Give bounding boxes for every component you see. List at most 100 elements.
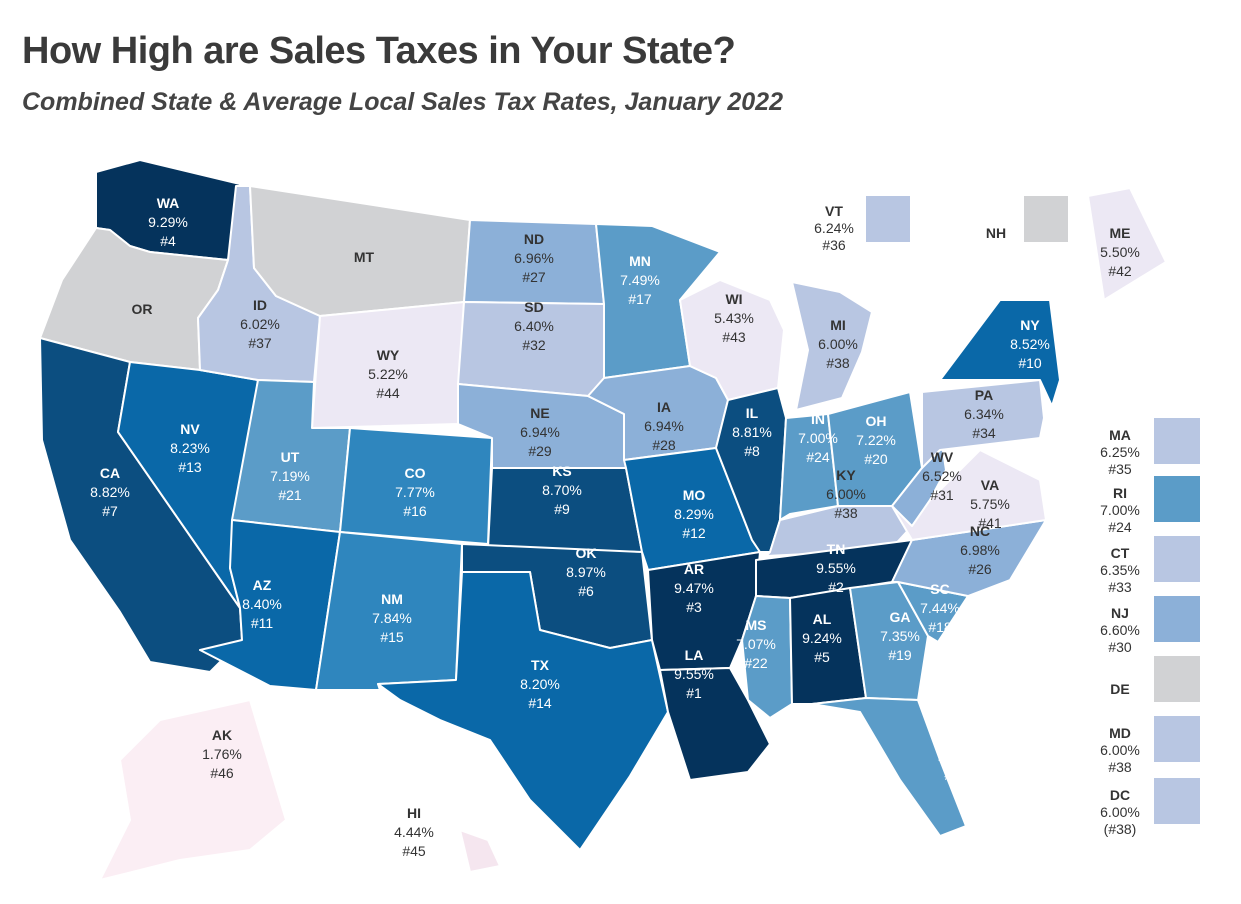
state-mi	[791, 281, 873, 411]
state-rank-ms: #22	[744, 655, 768, 671]
box-label-ct: CT	[1111, 545, 1130, 561]
state-label-la: LA	[685, 647, 704, 663]
legend-box-md	[1154, 716, 1200, 762]
state-label-wv: WV	[931, 449, 954, 465]
state-ky	[765, 505, 913, 557]
state-rate-ks: 8.70%	[542, 482, 582, 498]
state-label-tx: TX	[531, 657, 550, 673]
state-rank-ak: #46	[210, 765, 234, 781]
state-rate-ny: 8.52%	[1010, 336, 1050, 352]
state-rank-nd: #27	[522, 269, 546, 285]
state-rank-sc: #18	[928, 619, 952, 635]
state-fl	[811, 697, 967, 837]
state-rate-ia: 6.94%	[644, 418, 684, 434]
state-rate-ak: 1.76%	[202, 746, 242, 762]
state-rate-fl: 7.01%	[936, 748, 976, 764]
box-rank-vt: #36	[822, 237, 846, 253]
state-rank-ga: #19	[888, 647, 912, 663]
box-rank-ct: #33	[1108, 579, 1132, 595]
state-rank-wi: #43	[722, 329, 746, 345]
state-label-sc: SC	[930, 581, 949, 597]
state-me	[1087, 187, 1167, 301]
state-rate-ca: 8.82%	[90, 484, 130, 500]
state-rate-ga: 7.35%	[880, 628, 920, 644]
state-label-ak: AK	[212, 727, 232, 743]
state-rank-oh: #20	[864, 451, 888, 467]
state-rate-ut: 7.19%	[270, 468, 310, 484]
state-label-ny: NY	[1020, 317, 1040, 333]
state-label-nv: NV	[180, 421, 200, 437]
state-rank-la: #1	[686, 685, 702, 701]
page-title: How High are Sales Taxes in Your State?	[22, 30, 736, 72]
state-in	[779, 413, 839, 521]
legend-box-nh	[1024, 196, 1068, 242]
state-label-fl: FL	[947, 729, 965, 745]
state-rank-id: #37	[248, 335, 272, 351]
state-rank-ar: #3	[686, 599, 702, 615]
state-rate-ne: 6.94%	[520, 424, 560, 440]
state-label-id: ID	[253, 297, 267, 313]
state-label-az: AZ	[253, 577, 272, 593]
state-rank-ok: #6	[578, 583, 594, 599]
state-hi	[459, 829, 501, 873]
state-rank-nc: #26	[968, 561, 992, 577]
legend-box-de	[1154, 656, 1200, 702]
box-label-ri: RI	[1113, 485, 1127, 501]
state-rate-co: 7.77%	[395, 484, 435, 500]
state-label-oh: OH	[866, 413, 887, 429]
state-label-me: ME	[1110, 225, 1131, 241]
state-rate-va: 5.75%	[970, 496, 1010, 512]
state-ga	[849, 581, 929, 701]
state-label-ga: GA	[890, 609, 911, 625]
state-rate-mn: 7.49%	[620, 272, 660, 288]
state-label-pa: PA	[975, 387, 993, 403]
state-label-nm: NM	[381, 591, 403, 607]
state-rank-hi: #45	[402, 843, 426, 859]
state-rank-wv: #31	[930, 487, 954, 503]
state-label-ok: OK	[576, 545, 597, 561]
box-rate-ma: 6.25%	[1100, 444, 1140, 460]
state-label-wy: WY	[377, 347, 400, 363]
box-rank-ri: #24	[1108, 519, 1132, 535]
state-rate-ar: 9.47%	[674, 580, 714, 596]
state-rank-il: #8	[744, 443, 760, 459]
state-rank-sd: #32	[522, 337, 546, 353]
state-rate-nv: 8.23%	[170, 440, 210, 456]
state-label-ks: KS	[552, 463, 571, 479]
state-rank-co: #16	[403, 503, 427, 519]
box-label-vt: VT	[825, 203, 843, 219]
state-rate-tx: 8.20%	[520, 676, 560, 692]
state-rank-tn: #2	[828, 579, 844, 595]
state-rank-ca: #7	[102, 503, 118, 519]
state-rank-ia: #28	[652, 437, 676, 453]
state-rank-tx: #14	[528, 695, 552, 711]
state-rank-nm: #15	[380, 629, 404, 645]
state-rank-pa: #34	[972, 425, 996, 441]
state-rate-wa: 9.29%	[148, 214, 188, 230]
state-rate-ok: 8.97%	[566, 564, 606, 580]
state-la	[659, 667, 771, 781]
state-tx	[377, 571, 669, 851]
box-rank-dc: (#38)	[1104, 821, 1137, 837]
state-label-wi: WI	[725, 291, 742, 307]
state-rate-sc: 7.44%	[920, 600, 960, 616]
state-rank-me: #42	[1108, 263, 1132, 279]
box-rate-vt: 6.24%	[814, 220, 854, 236]
state-rank-nv: #13	[178, 459, 202, 475]
box-rate-nj: 6.60%	[1100, 622, 1140, 638]
state-rank-fl: #23	[944, 767, 968, 783]
state-rate-ky: 6.00%	[826, 486, 866, 502]
state-rate-wv: 6.52%	[922, 468, 962, 484]
state-rank-ny: #10	[1018, 355, 1042, 371]
box-label-ma: MA	[1109, 427, 1131, 443]
box-rank-ma: #35	[1108, 461, 1132, 477]
state-rate-nm: 7.84%	[372, 610, 412, 626]
state-rate-in: 7.00%	[798, 430, 838, 446]
box-rate-ri: 7.00%	[1100, 502, 1140, 518]
state-label-nd: ND	[524, 231, 544, 247]
state-rate-hi: 4.44%	[394, 824, 434, 840]
state-wy	[311, 301, 465, 429]
box-rate-md: 6.00%	[1100, 742, 1140, 758]
state-label-ms: MS	[746, 617, 767, 633]
state-label-wa: WA	[157, 195, 180, 211]
